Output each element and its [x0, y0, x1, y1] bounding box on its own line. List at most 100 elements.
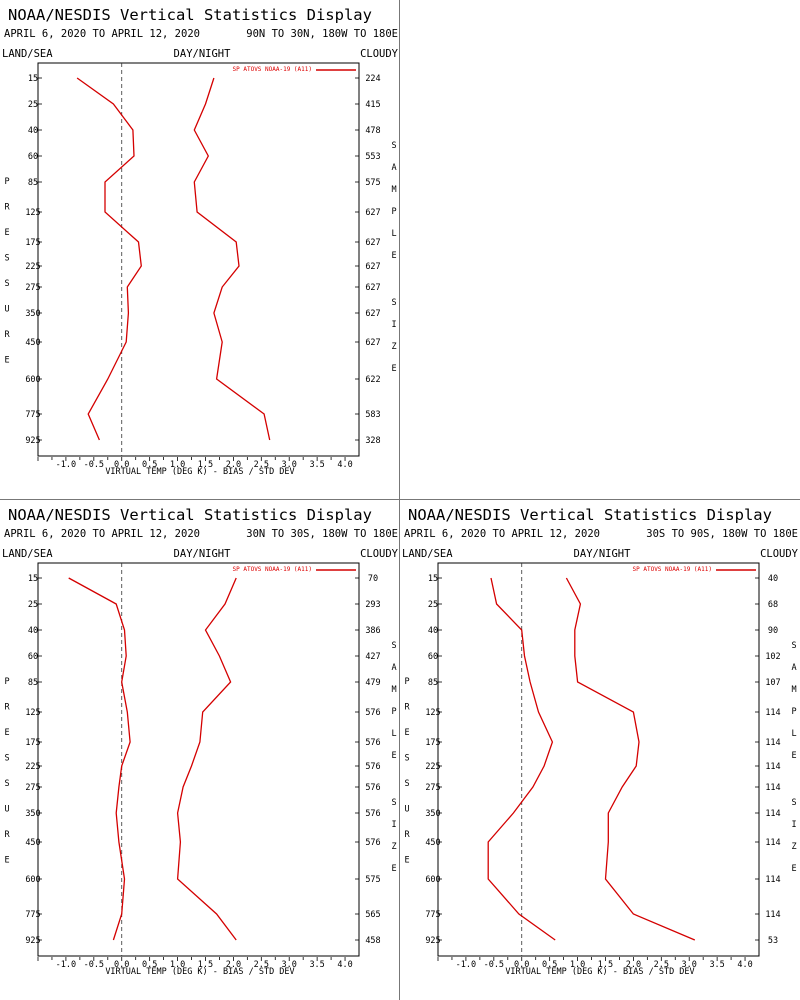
sample-size-label: 553: [365, 152, 380, 162]
y2-axis-label-letter: S: [391, 141, 396, 151]
y2-axis-label-letter: E: [391, 364, 396, 374]
y2-axis-label-letter: I: [391, 820, 396, 830]
y-axis-label-letter: R: [404, 830, 410, 840]
pressure-level-label: 275: [25, 283, 40, 293]
x-axis-label: VIRTUAL TEMP (DEG K) - BIAS / STD DEV: [505, 967, 694, 977]
plot-frame: [37, 562, 360, 957]
y2-axis-label-letter: P: [391, 207, 396, 217]
sample-size-label: 107: [765, 678, 780, 688]
y-axis-label-letter: U: [4, 305, 9, 315]
pressure-level-label: 350: [25, 809, 40, 819]
pressure-level-label: 775: [25, 910, 40, 920]
sample-size-label: 576: [365, 783, 380, 793]
day-night-label: DAY/NIGHT: [174, 548, 232, 560]
pressure-level-label: 40: [28, 126, 38, 136]
y-axis-label-letter: E: [4, 228, 9, 238]
sample-size-label: 576: [365, 838, 380, 848]
sample-size-label: 90: [768, 626, 778, 636]
sample-size-label: 478: [365, 126, 380, 136]
y-axis-label-letter: S: [4, 779, 9, 789]
pressure-level-label: 25: [428, 600, 438, 610]
sample-size-label: 565: [365, 910, 380, 920]
pressure-level-label: 60: [28, 652, 38, 662]
sample-size-label: 114: [765, 910, 780, 920]
sample-size-label: 328: [365, 436, 380, 446]
x-axis: -1.0 -0.5 0.0 0.5 1.0 1.5 2.0 2.5 3.0 3.5 4.0: [437, 957, 753, 970]
pressure-level-label: 600: [425, 875, 440, 885]
land-sea-label: LAND/SEA: [2, 48, 53, 60]
x-tick-label: -0.5: [84, 460, 104, 470]
x-tick-label: -1.0: [456, 960, 476, 970]
x-axis-label: VIRTUAL TEMP (DEG K) - BIAS / STD DEV: [105, 467, 294, 477]
pressure-level-label: 225: [25, 262, 40, 272]
pressure-level-label: 275: [425, 783, 440, 793]
pressure-level-label: 175: [25, 738, 40, 748]
y-axis-label-letter: E: [404, 856, 409, 866]
pressure-level-label: 60: [428, 652, 438, 662]
sample-size-label: 114: [765, 762, 780, 772]
pressure-level-label: 925: [25, 936, 40, 946]
pressure-level-label: 85: [428, 678, 438, 688]
y2-axis-label-letter: L: [391, 229, 396, 239]
y-axis-label-letter: U: [404, 805, 409, 815]
x-tick-label: 3.0: [282, 960, 297, 970]
sample-size-label: 627: [365, 208, 380, 218]
x-tick-label: -1.0: [56, 960, 76, 970]
stats-panel-90n-30n: NOAA/NESDIS Vertical Statistics Display A…: [0, 0, 400, 500]
sample-size-label: 576: [365, 708, 380, 718]
y2-axis-label-letter: S: [391, 298, 396, 308]
y2-axis-label-letter: E: [391, 751, 396, 761]
sample-size-label: 576: [365, 762, 380, 772]
pressure-level-label: 450: [25, 838, 40, 848]
pressure-level-label: 15: [28, 574, 38, 584]
x-tick-label: -0.5: [484, 960, 504, 970]
land-sea-label: LAND/SEA: [2, 548, 53, 560]
sample-size-label: 427: [365, 652, 380, 662]
sample-size-label: 114: [765, 875, 780, 885]
pressure-level-label: 25: [28, 100, 38, 110]
y-axis-label-letter: P: [404, 677, 409, 687]
sample-size-label: 53: [768, 936, 778, 946]
pressure-level-label: 275: [25, 783, 40, 793]
y-axis-label-letter: S: [4, 254, 9, 264]
pressure-level-label: 25: [28, 600, 38, 610]
cloudy-label: CLOUDY: [360, 548, 399, 560]
x-tick-label: 0.0: [114, 960, 129, 970]
x-tick-label: 2.5: [654, 960, 669, 970]
sample-size-label: 114: [765, 738, 780, 748]
x-tick-label: 3.0: [282, 460, 297, 470]
day-night-label: DAY/NIGHT: [574, 548, 632, 560]
chart-title: NOAA/NESDIS Vertical Statistics Display: [8, 6, 372, 24]
pressure-level-label: 450: [25, 338, 40, 348]
sample-size-label: 627: [365, 309, 380, 319]
pressure-level-label: 40: [428, 626, 438, 636]
y-axis: 15 224 25 415 40 478 60 553 85 575 125 627 175 627 225…: [25, 74, 380, 446]
y2-axis-label-letter: I: [391, 320, 396, 330]
bias-line: [68, 577, 131, 941]
region-label: 90N TO 30N, 180W TO 180E: [246, 28, 398, 40]
panel-divider-horizontal: [0, 499, 800, 500]
y2-axis-label-letter: L: [391, 729, 396, 739]
y2-axis-label-letter: S: [791, 641, 796, 651]
y2-axis-label-letter: E: [391, 864, 396, 874]
y-axis-label-letter: R: [4, 330, 10, 340]
stats-panel-30s-90s: NOAA/NESDIS Vertical Statistics Display A…: [400, 500, 800, 1000]
cloudy-label: CLOUDY: [360, 48, 399, 60]
y-axis-label-letter: S: [4, 279, 9, 289]
y2-axis-label-letter: A: [391, 163, 396, 173]
y-axis-label-letter: S: [4, 754, 9, 764]
y2-axis-label-letter: S: [391, 798, 396, 808]
y2-axis-label-letter: M: [791, 685, 796, 695]
y-axis-label-letter: R: [4, 203, 10, 213]
pressure-level-label: 15: [428, 574, 438, 584]
y-axis-label-letter: P: [4, 677, 9, 687]
y-axis: 15 70 25 293 40 386 60 427 85 479 125 576 175 576 225 5…: [25, 574, 380, 946]
x-axis-label: VIRTUAL TEMP (DEG K) - BIAS / STD DEV: [105, 967, 294, 977]
sample-size-label: 583: [365, 410, 380, 420]
x-tick-label: 1.5: [198, 960, 213, 970]
sample-size-label: 627: [365, 338, 380, 348]
sample-size-label: 114: [765, 708, 780, 718]
y2-axis-label-letter: S: [791, 798, 796, 808]
pressure-level-label: 60: [28, 152, 38, 162]
y-axis-label-letter: E: [4, 728, 9, 738]
